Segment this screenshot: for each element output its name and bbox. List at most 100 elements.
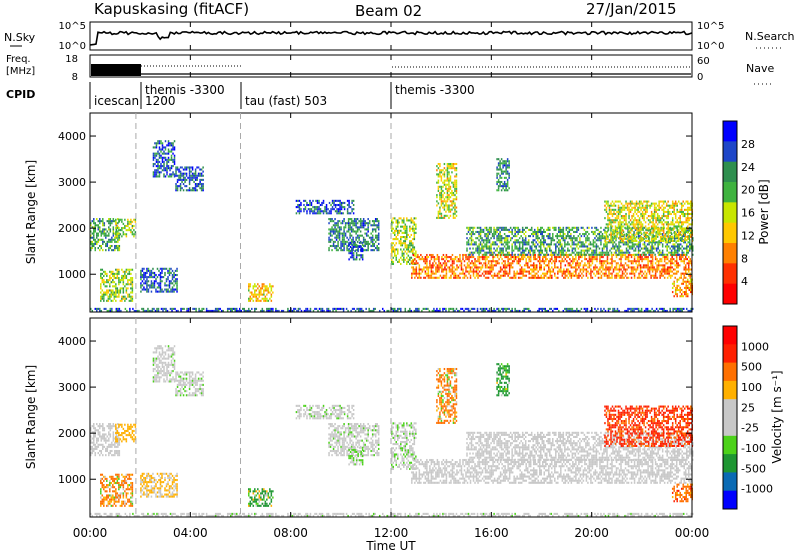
power-cell <box>653 268 655 271</box>
power-cell <box>170 148 173 151</box>
power-cell <box>656 215 659 218</box>
power-cell <box>173 146 176 149</box>
power-cell <box>365 232 368 235</box>
power-cell <box>392 238 395 241</box>
power-cell <box>654 243 656 246</box>
power-cell <box>154 175 156 178</box>
power-cell <box>306 203 308 207</box>
power-cell <box>249 295 252 298</box>
power-cell <box>653 202 656 205</box>
power-cell <box>615 264 618 267</box>
power-cell <box>153 273 156 277</box>
power-cell <box>492 256 494 259</box>
power-cell <box>266 287 268 290</box>
power-cell <box>620 223 623 226</box>
power-cell <box>105 242 107 245</box>
power-cell <box>558 247 560 250</box>
power-cell <box>358 238 360 241</box>
power-cell <box>671 258 673 261</box>
power-cell <box>675 232 677 236</box>
power-cell <box>395 238 398 241</box>
power-cell <box>438 260 440 263</box>
power-cell <box>114 232 116 235</box>
power-cell <box>513 258 515 261</box>
power-cell <box>196 176 198 179</box>
power-cell <box>348 212 350 215</box>
power-cell <box>615 243 617 246</box>
power-cell <box>438 276 440 279</box>
power-cell <box>567 264 570 267</box>
power-cell <box>650 264 652 267</box>
power-cell <box>669 253 672 257</box>
power-cell <box>141 273 144 277</box>
power-cell <box>161 271 163 274</box>
power-cell <box>157 152 159 155</box>
power-cell <box>513 272 515 275</box>
power-cell <box>341 249 344 252</box>
power-cell <box>252 293 255 296</box>
power-cell <box>508 164 510 167</box>
power-cell <box>315 212 317 215</box>
power-cell <box>640 239 642 242</box>
power-cell <box>636 228 638 231</box>
power-cell <box>90 224 92 227</box>
power-cell <box>153 284 156 287</box>
power-cell <box>131 297 134 300</box>
power-cell <box>163 169 165 172</box>
power-cell <box>584 264 586 267</box>
power-cell <box>161 169 164 172</box>
freq-tick-top: 18 <box>65 54 78 65</box>
power-cell <box>555 245 557 248</box>
power-cell <box>508 262 511 265</box>
power-cell <box>107 291 110 294</box>
power-cell <box>362 218 365 221</box>
power-cell <box>121 276 123 280</box>
power-cell <box>602 264 604 267</box>
power-cell <box>611 215 614 218</box>
power-cell <box>470 235 473 238</box>
power-cell <box>147 269 150 272</box>
power-cell <box>266 285 268 288</box>
power-cell <box>627 260 630 263</box>
power-cell <box>470 239 473 242</box>
power-cell <box>656 231 659 234</box>
power-cell <box>121 218 123 221</box>
power-cell <box>655 217 657 220</box>
power-cell <box>566 274 568 277</box>
power-cell <box>660 270 663 273</box>
power-cell <box>354 250 356 253</box>
power-cell <box>636 232 638 236</box>
power-cell <box>465 256 467 259</box>
power-cell <box>608 219 611 222</box>
power-cell <box>401 221 404 224</box>
power-cell <box>505 172 507 175</box>
power-cell <box>630 266 633 269</box>
power-cell <box>487 228 489 231</box>
power-cell <box>637 247 640 250</box>
power-cell <box>445 210 447 213</box>
power-cell <box>446 214 449 217</box>
power-cell <box>413 238 416 241</box>
power-cell <box>630 260 633 263</box>
power-cell <box>641 270 643 273</box>
power-cell <box>623 233 626 236</box>
power-cell <box>487 235 489 238</box>
power-cell <box>502 172 504 175</box>
power-cell <box>438 264 440 267</box>
power-cell <box>518 253 521 256</box>
power-cell <box>615 256 618 259</box>
power-cell <box>502 237 504 240</box>
power-cell <box>343 234 345 237</box>
power-cell <box>322 210 325 213</box>
power-cell <box>577 251 580 254</box>
power-cell <box>559 243 562 246</box>
power-cell <box>350 222 353 225</box>
power-cell <box>337 212 340 215</box>
power-cell <box>364 220 366 223</box>
power-cell <box>576 245 578 248</box>
power-cell <box>448 162 450 166</box>
nave-tick-bottom: 0 <box>697 72 703 83</box>
power-cell <box>370 244 372 248</box>
power-cell <box>573 274 576 277</box>
power-cell <box>174 278 177 281</box>
